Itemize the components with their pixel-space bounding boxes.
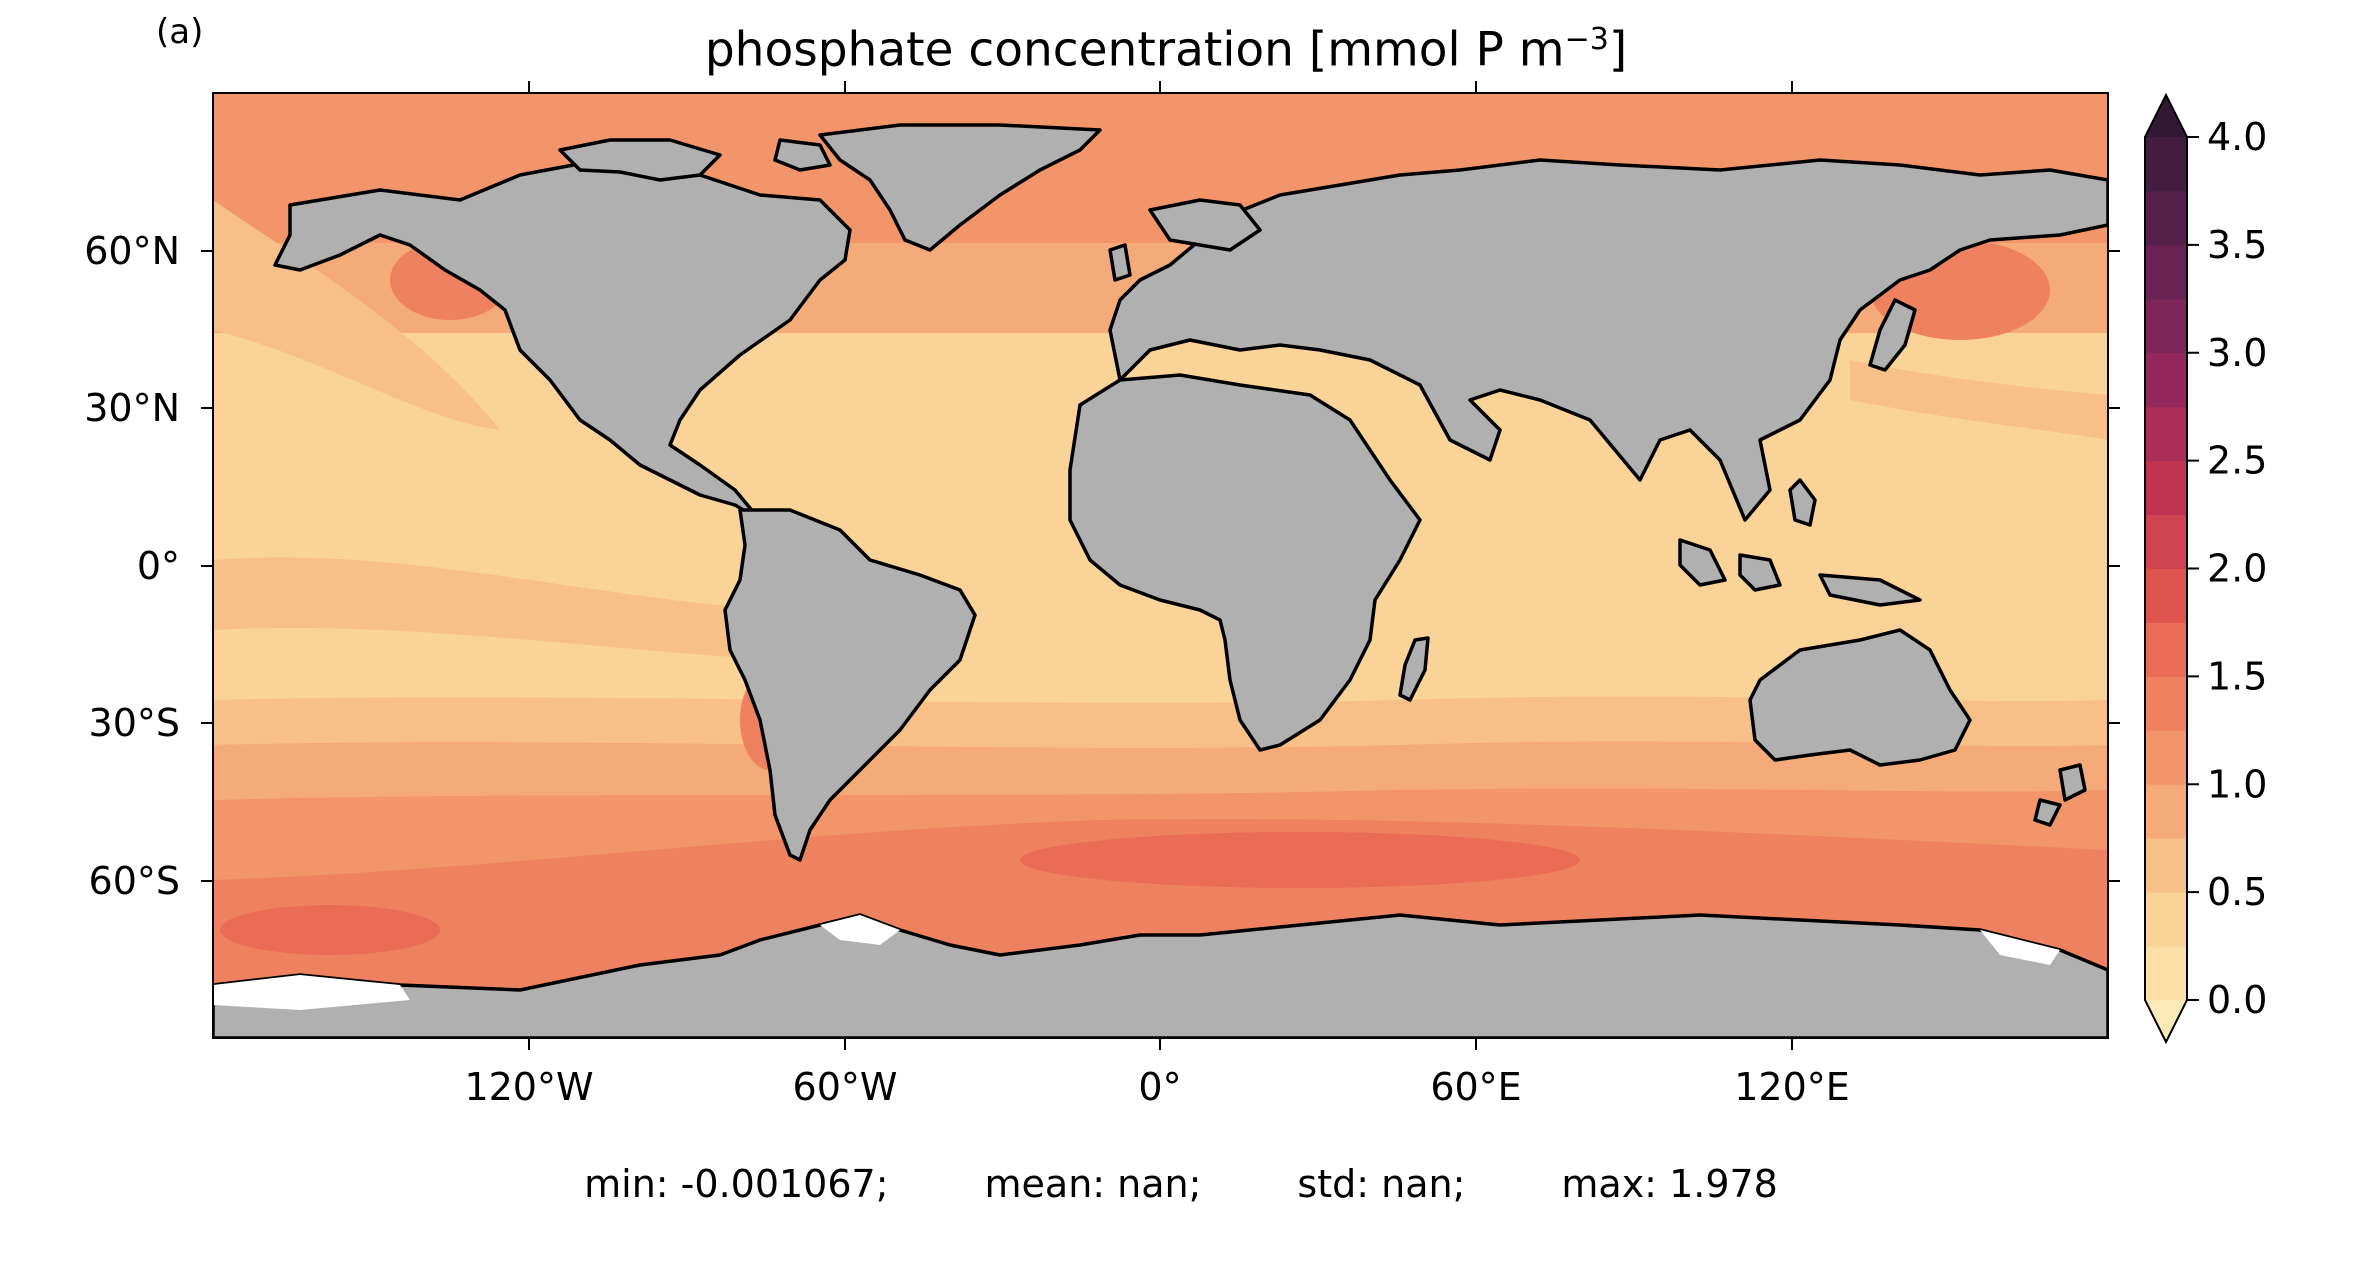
lon-tick-label: 60°E — [1430, 1065, 1521, 1109]
colorbar-segment — [2145, 622, 2187, 677]
colorbar-tick-label: 4.0 — [2207, 115, 2267, 159]
colorbar-segment — [2145, 406, 2187, 462]
map-title: phosphate concentration [mmol P m−3] — [705, 22, 1627, 78]
australia-land — [1748, 628, 1972, 767]
colorbar-segment — [2145, 676, 2187, 731]
lat-tick-labels: 60°N 30°N 0° 30°S 60°S — [84, 229, 180, 903]
lon-tick-label: 120°E — [1734, 1065, 1850, 1109]
lat-tick-label: 30°N — [84, 386, 180, 430]
lat-tick-label: 0° — [137, 544, 180, 588]
lat-tick-label: 30°S — [89, 701, 180, 745]
colorbar-segment — [2145, 298, 2187, 354]
lon-tick-label: 120°W — [464, 1065, 593, 1109]
panel-label: (a) — [156, 12, 204, 52]
colorbar-segment — [2145, 514, 2187, 569]
stat-mean: mean: nan; — [984, 1162, 1202, 1206]
south-america-land — [723, 508, 977, 862]
title-text: phosphate concentration [mmol P m — [704, 22, 1565, 78]
madagascar-land — [1398, 636, 1430, 702]
colorbar-tick-label: 3.5 — [2207, 223, 2267, 267]
colorbar-segment — [2145, 784, 2187, 839]
lat-ticks — [201, 250, 2120, 882]
lon-tick-labels: 120°W 60°W 0° 60°E 120°E — [464, 1065, 1849, 1109]
colorbar-tick-label: 3.0 — [2207, 331, 2267, 375]
summary-stats: min: -0.001067; mean: nan; std: nan; max: 1… — [0, 1162, 2362, 1206]
colorbar-ticks: 0.0 0.5 1.0 1.5 2.0 2.5 3.0 3.5 4.0 — [2187, 115, 2267, 1022]
greenland-land — [818, 123, 1102, 252]
colorbar-segment — [2145, 190, 2187, 246]
title-exponent: −3 — [1564, 22, 1609, 57]
colorbar-segment — [2145, 946, 2187, 1001]
lat-tick-label: 60°S — [89, 859, 180, 903]
colorbar-segment — [2145, 244, 2187, 300]
colorbar-segment — [2145, 460, 2187, 516]
lon-ticks — [528, 81, 1793, 1050]
colorbar — [2144, 92, 2188, 1045]
colorbar-extend-max — [2145, 95, 2187, 137]
colorbar-segment — [2145, 568, 2187, 623]
stat-min: min: -0.001067; — [584, 1162, 889, 1206]
colorbar-tick-label: 2.0 — [2207, 547, 2267, 591]
eurasia-land — [1108, 158, 2108, 522]
colorbar-extend-min — [2145, 1000, 2187, 1042]
colorbar-tick-label: 1.5 — [2207, 654, 2267, 698]
stat-std: std: nan; — [1297, 1162, 1466, 1206]
lon-tick-label: 60°W — [793, 1065, 898, 1109]
colorbar-segment — [2145, 892, 2187, 947]
lon-tick-label: 0° — [1138, 1065, 1181, 1109]
arctic-islands-land — [558, 138, 722, 182]
colorbar-tick-label: 2.5 — [2207, 439, 2267, 483]
colorbar-segment — [2145, 137, 2187, 192]
africa-land — [1068, 373, 1422, 752]
colorbar-segment — [2145, 730, 2187, 785]
colorbar-tick-label: 0.5 — [2207, 870, 2267, 914]
lat-tick-label: 60°N — [84, 229, 180, 273]
colorbar-tick-label: 1.0 — [2207, 762, 2267, 806]
no-data-fringe — [213, 915, 2060, 1010]
colorbar-tick-label: 0.0 — [2207, 978, 2267, 1022]
stat-max: max: 1.978 — [1561, 1162, 1778, 1206]
colorbar-segment — [2145, 838, 2187, 893]
colorbar-segment — [2145, 352, 2187, 408]
land-masses — [213, 123, 2108, 1038]
title-tail: ] — [1608, 22, 1628, 78]
